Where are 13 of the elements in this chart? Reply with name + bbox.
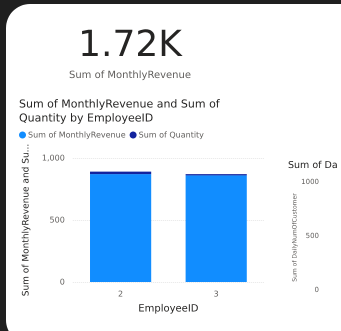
x-tick-label: 3 [214, 290, 219, 298]
y-tick-label: 1,000 [42, 154, 65, 162]
y-tick-label: 500 [50, 216, 65, 224]
x-tick-label: 2 [118, 290, 124, 298]
legend-label: Sum of Quantity [138, 130, 204, 140]
y-tick-label: 0 [60, 278, 65, 286]
legend-label: Sum of MonthlyRevenue [28, 130, 126, 140]
text: 1.72K [77, 24, 184, 66]
x-axis-title: EmployeeID [138, 304, 199, 314]
text: Sum of Da [288, 160, 338, 171]
chart-title: Sum of MonthlyRevenue and Sum of Quantity by EmployeeID [19, 98, 224, 124]
y-axis-title: Sum of MonthlyRevenue and Su... [22, 144, 32, 296]
text: Sum of MonthlyRevenue [68, 70, 192, 81]
